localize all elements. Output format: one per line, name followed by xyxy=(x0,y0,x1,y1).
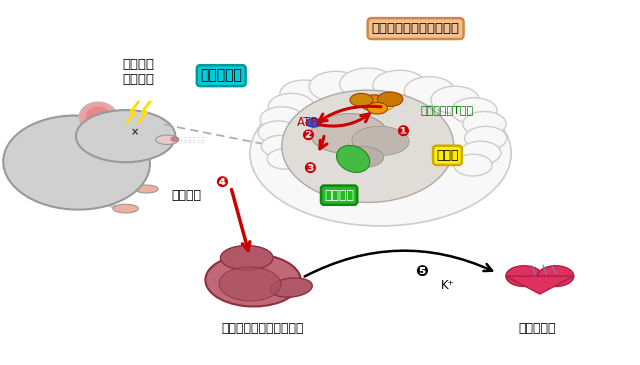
Circle shape xyxy=(538,266,574,287)
Ellipse shape xyxy=(205,254,301,307)
Circle shape xyxy=(463,111,506,136)
Ellipse shape xyxy=(79,102,117,132)
Circle shape xyxy=(373,70,426,101)
Circle shape xyxy=(258,121,299,144)
Circle shape xyxy=(268,93,314,119)
Circle shape xyxy=(171,137,179,141)
Ellipse shape xyxy=(282,90,454,203)
Circle shape xyxy=(404,77,455,106)
Text: ❹: ❹ xyxy=(215,175,228,190)
Circle shape xyxy=(378,92,403,107)
Ellipse shape xyxy=(3,116,150,210)
Circle shape xyxy=(261,135,300,157)
Circle shape xyxy=(280,80,328,108)
Text: ❶: ❶ xyxy=(396,124,409,139)
Ellipse shape xyxy=(156,135,179,145)
Text: 迷走神経: 迷走神経 xyxy=(171,189,201,202)
Text: ❺: ❺ xyxy=(415,264,428,279)
Circle shape xyxy=(431,86,479,114)
Ellipse shape xyxy=(113,204,138,213)
Ellipse shape xyxy=(86,107,111,128)
Ellipse shape xyxy=(337,146,370,172)
Circle shape xyxy=(360,95,388,111)
Ellipse shape xyxy=(135,185,158,193)
Text: 睡眠障害
ストレス: 睡眠障害 ストレス xyxy=(122,58,154,86)
Circle shape xyxy=(267,149,303,169)
Text: ATP: ATP xyxy=(296,116,318,129)
Ellipse shape xyxy=(360,96,395,111)
Circle shape xyxy=(309,71,363,102)
Circle shape xyxy=(506,266,542,287)
Text: 特定血管周囲の微小炎症: 特定血管周囲の微小炎症 xyxy=(372,22,460,35)
Text: ×: × xyxy=(131,127,140,138)
Text: ❷: ❷ xyxy=(301,128,314,143)
Ellipse shape xyxy=(76,110,175,162)
Text: 背内側核: 背内側核 xyxy=(324,189,354,202)
Ellipse shape xyxy=(220,246,273,270)
Circle shape xyxy=(367,103,388,114)
Circle shape xyxy=(350,93,373,107)
Text: 心機能不全: 心機能不全 xyxy=(518,322,556,335)
Ellipse shape xyxy=(339,146,384,168)
Polygon shape xyxy=(506,276,574,294)
Circle shape xyxy=(451,98,497,124)
Ellipse shape xyxy=(219,267,281,301)
Text: 室傍核: 室傍核 xyxy=(436,149,459,162)
Circle shape xyxy=(260,107,303,131)
Circle shape xyxy=(460,141,501,164)
Circle shape xyxy=(306,118,321,127)
Text: 迷走神経核: 迷走神経核 xyxy=(200,69,242,82)
Circle shape xyxy=(340,68,396,100)
Ellipse shape xyxy=(352,126,409,155)
Text: K⁺: K⁺ xyxy=(440,279,454,292)
Ellipse shape xyxy=(310,114,387,154)
Text: 自己反応性T細胞: 自己反応性T細胞 xyxy=(421,105,474,115)
Ellipse shape xyxy=(270,278,312,297)
Circle shape xyxy=(465,126,507,150)
Text: 上部消化管の炎症・出血: 上部消化管の炎症・出血 xyxy=(221,322,304,335)
Circle shape xyxy=(454,154,492,176)
Text: ❸: ❸ xyxy=(303,161,316,176)
Ellipse shape xyxy=(250,81,511,226)
